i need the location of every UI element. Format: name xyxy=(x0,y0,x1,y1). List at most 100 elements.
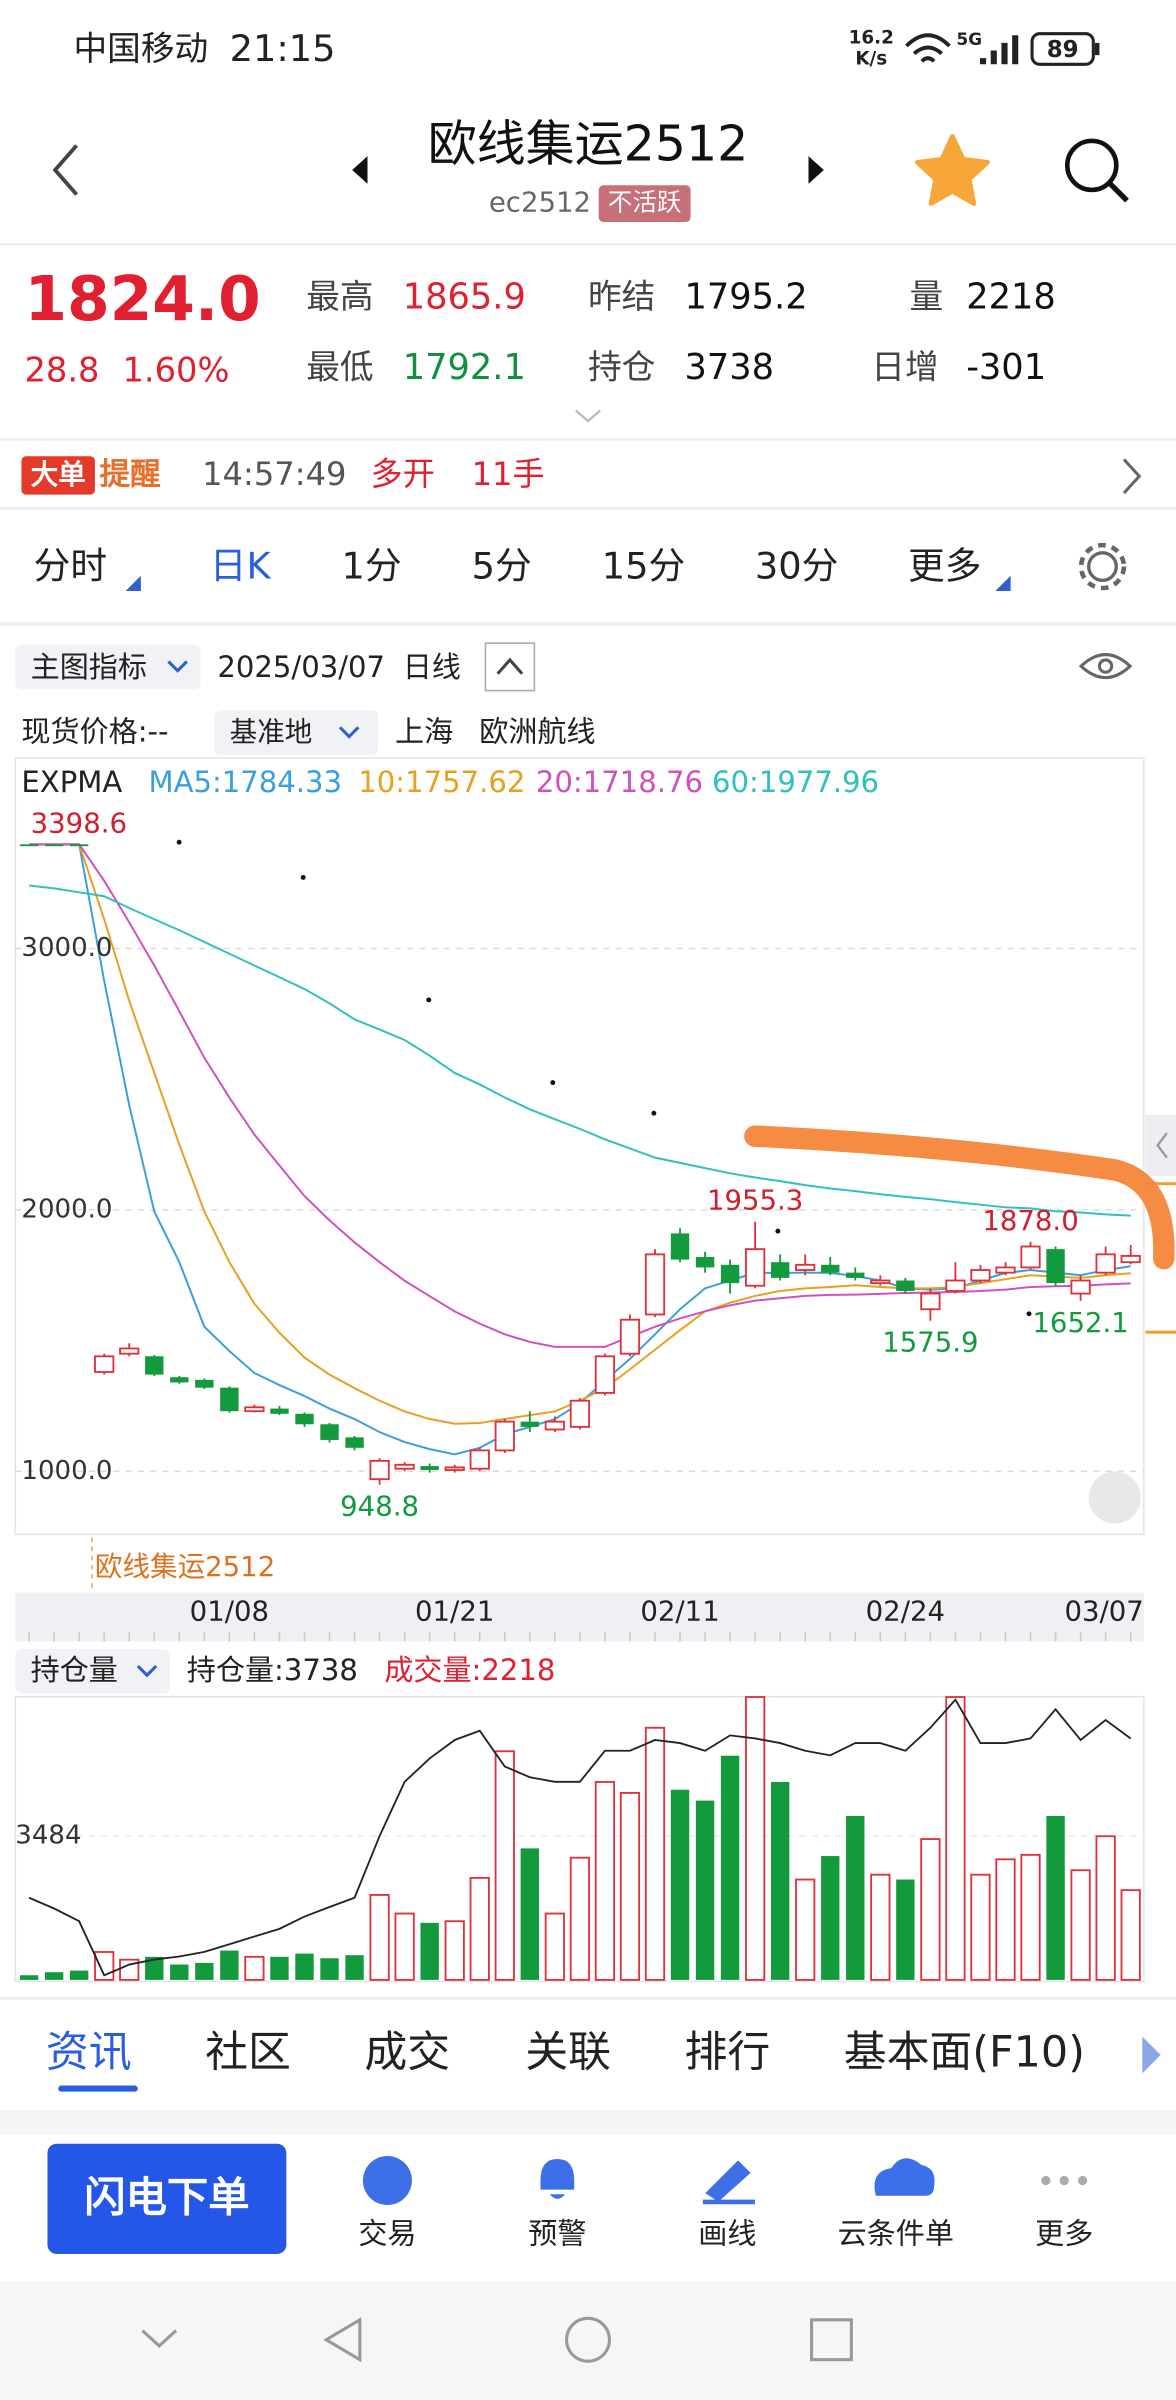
tabs-more[interactable] xyxy=(1142,2036,1161,2074)
draw-icon[interactable] xyxy=(702,2160,755,2205)
volume-bar xyxy=(145,1956,164,1980)
period-tab[interactable]: 15分 xyxy=(602,545,685,588)
content-tab[interactable]: 成交 xyxy=(364,2027,450,2077)
candle-body xyxy=(870,1279,891,1285)
battery-tip xyxy=(1094,42,1100,56)
period-tab[interactable]: 5分 xyxy=(472,545,532,588)
nav-back[interactable] xyxy=(323,2317,362,2363)
volume-bar xyxy=(995,1858,1016,1981)
cloud-icon[interactable] xyxy=(874,2158,935,2196)
period-tab[interactable]: 分时 xyxy=(34,545,107,588)
dot xyxy=(426,997,432,1003)
extreme-label: 3398.6 xyxy=(31,807,127,839)
candle-body xyxy=(320,1424,339,1440)
period-tab[interactable]: 日K xyxy=(210,545,272,588)
candle-body xyxy=(420,1466,439,1471)
candle-body xyxy=(594,1355,616,1394)
nav-home[interactable] xyxy=(565,2316,611,2363)
action-label[interactable]: 预警 xyxy=(528,2217,586,2251)
field-value: 2218 xyxy=(966,277,1056,318)
basis-select[interactable] xyxy=(214,710,379,755)
settings-icon[interactable] xyxy=(1087,551,1118,583)
alert-tag-text: 提醒 xyxy=(100,458,162,493)
divider xyxy=(0,506,1176,510)
volume-bar xyxy=(569,1856,590,1981)
chart-date: 2025/03/07 xyxy=(217,650,385,684)
alert-icon[interactable] xyxy=(540,2159,575,2199)
y-tick-label: 1000.0 xyxy=(21,1456,112,1486)
open-interest-label: 持仓量:3738 xyxy=(187,1653,358,1687)
divider xyxy=(0,437,1176,441)
carrier: 中国移动 xyxy=(74,29,209,68)
side-tab[interactable] xyxy=(1145,1114,1176,1176)
battery-level: 89 xyxy=(1047,37,1079,63)
nav-down[interactable] xyxy=(141,2329,178,2348)
volume-bar xyxy=(970,1873,991,1981)
volume-bar xyxy=(870,1873,891,1981)
nav-recent[interactable] xyxy=(810,2318,853,2362)
more-icon[interactable] xyxy=(1041,2175,1088,2186)
price-marker xyxy=(1145,1330,1176,1334)
action-label[interactable]: 云条件单 xyxy=(838,2217,954,2251)
candle-body xyxy=(920,1292,941,1311)
fullscreen-button[interactable] xyxy=(1088,1471,1141,1524)
content-tab[interactable]: 基本面(F10) xyxy=(844,2027,1085,2077)
volume-bar xyxy=(494,1750,515,1981)
candle-body xyxy=(970,1269,991,1282)
alert-tag xyxy=(21,456,95,495)
candle-body xyxy=(494,1420,515,1452)
content-tab[interactable]: 社区 xyxy=(205,2027,291,2077)
candle-body xyxy=(945,1279,966,1292)
nav-bar xyxy=(0,2281,1176,2400)
period-tab[interactable]: 更多 xyxy=(908,545,981,588)
x-tick-label: 02/24 xyxy=(866,1595,945,1627)
content-tab[interactable]: 资讯 xyxy=(46,2027,132,2077)
quick-order-text[interactable]: 闪电下单 xyxy=(84,2173,249,2221)
action-label[interactable]: 画线 xyxy=(698,2217,756,2251)
alert-time: 14:57:49 xyxy=(202,455,346,493)
favorite-star[interactable] xyxy=(914,133,990,206)
candle-body xyxy=(1095,1253,1116,1274)
y2-tick-label: 3484 xyxy=(15,1820,81,1850)
sub-indicator-select[interactable] xyxy=(15,1649,170,1694)
indicator-select[interactable] xyxy=(15,644,201,690)
dot xyxy=(1041,2175,1051,2186)
prev-contract[interactable] xyxy=(352,156,368,184)
candle-body xyxy=(1120,1255,1141,1264)
y-tick-label: 2000.0 xyxy=(21,1194,112,1224)
alert-more[interactable] xyxy=(1122,458,1142,495)
dot xyxy=(1059,2175,1069,2186)
text-layer: 中国移动 21:15 16.2K/s 5G 89 欧线集运2512 ec2512 不活跃 182… xyxy=(15,27,1144,2251)
candle-body xyxy=(69,844,89,847)
field-label: 持仓 xyxy=(588,348,655,387)
content-tab[interactable]: 关联 xyxy=(525,2027,611,2077)
volume-bar xyxy=(644,1726,666,1981)
tab-dropdown xyxy=(125,575,141,592)
content-tab[interactable]: 排行 xyxy=(684,2027,770,2077)
field-label: 昨结 xyxy=(588,277,655,316)
legend-entry: MA5:1784.33 xyxy=(149,765,343,799)
volume-bar xyxy=(170,1964,189,1980)
trade-icon[interactable] xyxy=(362,2155,412,2205)
visibility-icon[interactable] xyxy=(1078,653,1133,680)
next-contract[interactable] xyxy=(808,156,824,184)
candle-body xyxy=(569,1399,590,1428)
back-button[interactable] xyxy=(52,144,79,196)
expand-chevron[interactable] xyxy=(574,409,602,423)
field-value: -301 xyxy=(966,347,1046,388)
collapse-button[interactable] xyxy=(484,642,536,692)
ema-line xyxy=(29,843,1131,1348)
period-tab[interactable]: 1分 xyxy=(341,545,401,588)
divider xyxy=(0,621,1176,627)
action-label[interactable]: 更多 xyxy=(1035,2217,1093,2251)
field-label: 日增 xyxy=(871,348,938,387)
indicator-label: EXPMA xyxy=(21,765,122,799)
extreme-label: 1652.1 xyxy=(1032,1307,1128,1339)
action-label[interactable]: 交易 xyxy=(358,2217,416,2251)
search-icon[interactable] xyxy=(1064,138,1119,193)
alert-size: 11手 xyxy=(472,455,545,493)
period-tab[interactable]: 30分 xyxy=(755,545,838,588)
clock: 21:15 xyxy=(230,27,336,70)
quick-order-button[interactable] xyxy=(47,2143,287,2254)
